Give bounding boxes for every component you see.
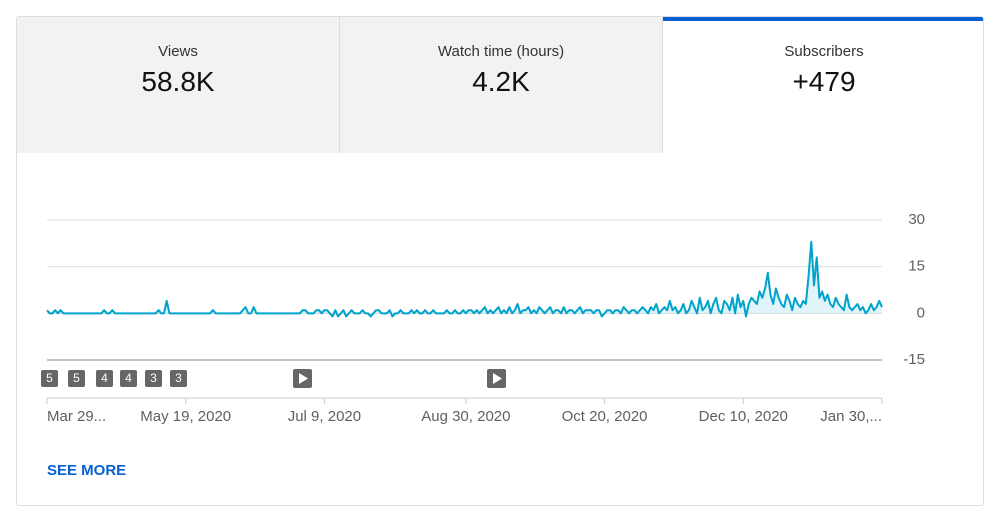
y-tick-label: 0 — [917, 304, 925, 321]
marker-box — [145, 370, 162, 387]
play-icon — [299, 373, 308, 384]
marker-box — [41, 370, 58, 387]
marker-box — [96, 370, 113, 387]
x-tick-label: May 19, 2020 — [140, 408, 231, 425]
subscribers-tab[interactable]: Subscribers +479 — [663, 17, 983, 153]
marker-label: 3 — [175, 371, 182, 385]
tab-label: Watch time (hours) — [437, 43, 565, 60]
marker-label: 5 — [46, 371, 53, 385]
x-tick-label: Mar 29... — [47, 408, 106, 425]
tab-value: 4.2K — [472, 66, 530, 97]
x-tick-label: Jan 30,... — [820, 408, 882, 425]
tab-label: Subscribers — [784, 43, 864, 60]
tab-value: +479 — [792, 66, 856, 97]
marker-label: 5 — [73, 371, 80, 385]
line — [46, 240, 883, 318]
tab-label: Views — [158, 43, 198, 60]
watch-time-tab[interactable]: Watch time (hours) 4.2K — [340, 17, 663, 153]
marker-label: 4 — [101, 371, 108, 385]
y-tick-label: 15 — [908, 258, 925, 275]
marker-label: 4 — [125, 371, 132, 385]
tab-value: 58.8K — [141, 66, 215, 97]
x-tick-label: Oct 20, 2020 — [562, 408, 648, 425]
x-tick-label: Jul 9, 2020 — [288, 408, 361, 425]
marker-box — [68, 370, 85, 387]
chart: 30 15 0 -15 Mar 29... May 19, 2020 Jul 9, 2020… — [41, 211, 925, 425]
x-tick-label: Aug 30, 2020 — [421, 408, 510, 425]
area — [47, 241, 882, 317]
see-more-link[interactable]: SEE MORE — [47, 462, 127, 479]
marker-box — [170, 370, 187, 387]
marker-label: 3 — [150, 371, 157, 385]
analytics-card: Views 58.8K Watch time (hours) 4.2K Subscr… — [16, 16, 984, 506]
y-tick-label: -15 — [903, 351, 925, 368]
play-icon — [493, 373, 502, 384]
y-tick-label: 30 — [908, 211, 925, 228]
views-tab[interactable]: Views 58.8K — [17, 17, 340, 153]
marker-box — [120, 370, 137, 387]
x-tick-label: Dec 10, 2020 — [699, 408, 788, 425]
